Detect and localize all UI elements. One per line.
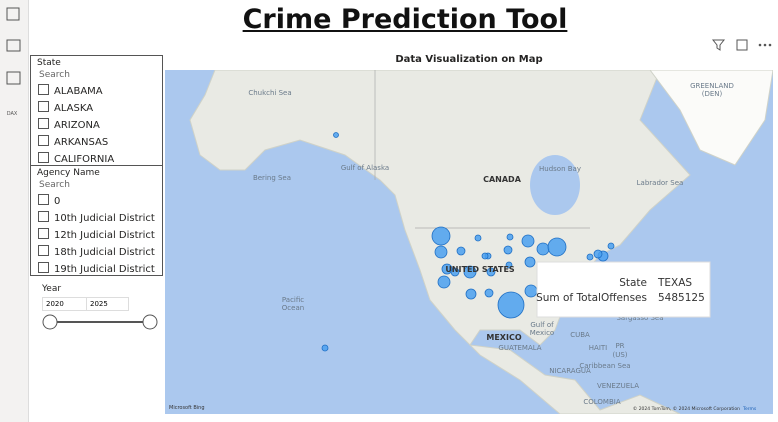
page-title: Crime Prediction Tool [242, 4, 568, 35]
slicer-item[interactable]: 19th Judicial District [38, 262, 155, 275]
bubble[interactable] [547, 237, 567, 257]
year-to[interactable]: 2025 [86, 297, 129, 311]
nav-bar: DAX [0, 0, 29, 422]
tooltip-value: 5485125 [658, 292, 705, 304]
slicer-item[interactable]: ALASKA [38, 101, 93, 114]
map-label: CANADA [483, 175, 522, 184]
map-label: Pacific [282, 296, 304, 304]
map[interactable]: Chukchi Sea Bering Sea Gulf of Alaska CANAD… [165, 70, 773, 414]
map-logo: Microsoft Bing [169, 405, 205, 411]
tooltip-label: State [619, 277, 647, 289]
map-label: MEXICO [486, 333, 521, 342]
bubble[interactable] [505, 261, 513, 269]
map-labels: Chukchi Sea Bering Sea Gulf of Alaska CANAD… [248, 82, 734, 406]
map-label: (DEN) [702, 90, 723, 98]
bubble[interactable] [321, 344, 329, 352]
dax-icon[interactable]: DAX [7, 111, 18, 117]
table-icon[interactable] [6, 39, 21, 52]
map-label: VENEZUELA [597, 382, 639, 390]
map-label: Labrador Sea [637, 179, 684, 187]
map-label: HAITI [589, 344, 607, 352]
slicer-item[interactable]: ARKANSAS [38, 135, 108, 148]
slider-handle[interactable] [42, 314, 58, 330]
bubble[interactable] [503, 245, 513, 255]
map-label: Chukchi Sea [248, 89, 291, 97]
agency-slicer: Agency Name Search 0 10th Judicial Distri… [30, 165, 163, 276]
map-label: NICARAGUA [549, 367, 591, 375]
bubble[interactable] [333, 132, 339, 138]
year-range-slider [42, 314, 158, 330]
tooltip [536, 261, 711, 318]
map-label: CUBA [570, 331, 590, 339]
bubble[interactable] [586, 253, 594, 261]
greenland [649, 70, 773, 166]
state-slicer: State Search ALABAMA ALASKA ARIZONA ARKANSA… [30, 55, 163, 166]
map-label: GREENLAND [690, 82, 734, 90]
bubble[interactable] [506, 233, 514, 241]
bubble[interactable] [593, 249, 603, 259]
bubble[interactable] [437, 275, 451, 289]
map-label: Sargasso Sea [616, 314, 663, 322]
hudson-bay [530, 155, 580, 215]
bubble[interactable] [521, 234, 535, 248]
bubble[interactable] [497, 291, 525, 319]
bubble[interactable] [463, 265, 477, 279]
bubble[interactable] [431, 226, 451, 246]
bubble[interactable] [484, 288, 494, 298]
more-icon[interactable] [758, 43, 772, 47]
focus-icon[interactable] [736, 39, 748, 51]
bubble[interactable] [450, 267, 460, 277]
slicer-title: Agency Name [37, 168, 100, 178]
slicer-item[interactable]: ARIZONA [38, 118, 100, 131]
map-label: Gulf of [530, 321, 554, 329]
map-label: PR [615, 342, 624, 350]
bubble[interactable] [486, 267, 496, 277]
bubble[interactable] [481, 252, 489, 260]
map-label: COLOMBIA [583, 398, 620, 406]
slicer-item[interactable]: 0 [38, 194, 60, 207]
search-box[interactable]: Search [39, 180, 70, 190]
bubble-layer [321, 132, 615, 352]
slicer-item[interactable]: CALIFORNIA [38, 152, 114, 165]
terms-link[interactable]: Terms [742, 406, 757, 412]
slicer-item[interactable]: ALABAMA [38, 84, 103, 97]
model-icon[interactable] [6, 71, 21, 85]
slider-handle[interactable] [142, 314, 158, 330]
filter-icon[interactable] [711, 39, 726, 51]
bubble[interactable] [524, 256, 536, 268]
map-label: Mexico [530, 329, 554, 337]
slicer-item[interactable]: 10th Judicial District [38, 211, 155, 224]
tooltip-value: TEXAS [657, 277, 692, 289]
tooltip-label: Sum of TotalOffenses [536, 292, 647, 304]
map-title: Data Visualization on Map [395, 54, 543, 65]
year-title: Year [42, 284, 62, 294]
nav-icons: DAX [6, 7, 21, 117]
map-label: (US) [612, 351, 627, 359]
copyright: © 2024 TomTom, © 2024 Microsoft Corporat… [633, 405, 740, 412]
bubble[interactable] [536, 242, 550, 256]
map-label: Gulf of Alaska [341, 164, 389, 172]
visual-header-icons [711, 39, 772, 51]
map-label: UNITED STATES [445, 265, 515, 274]
bubble[interactable] [474, 234, 482, 242]
bubble[interactable] [456, 246, 466, 256]
bubble[interactable] [607, 242, 615, 250]
slicer-title: State [37, 58, 61, 68]
bubble[interactable] [465, 288, 477, 300]
map-label: Caribbean Sea [579, 362, 630, 370]
map-label: Ocean [282, 304, 304, 312]
year-from[interactable]: 2020 [42, 297, 87, 311]
map-label: Bering Sea [253, 174, 291, 182]
map-label: Hudson Bay [539, 165, 581, 173]
slicer-item[interactable]: 18th Judicial District [38, 245, 155, 258]
slicer-item[interactable]: 12th Judicial District [38, 228, 155, 241]
report-icon[interactable] [6, 7, 20, 21]
search-box[interactable]: Search [39, 70, 70, 80]
bubble[interactable] [434, 245, 448, 259]
map-label: GUATEMALA [498, 344, 541, 352]
